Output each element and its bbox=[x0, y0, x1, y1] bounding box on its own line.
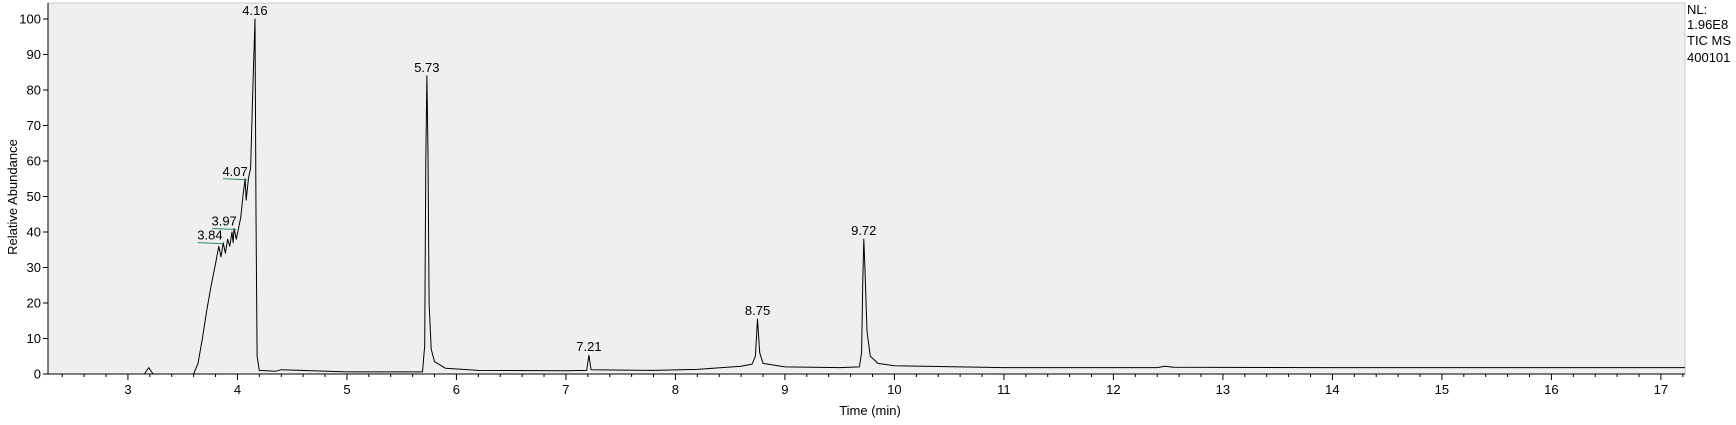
scan-filter-label: TIC MS bbox=[1687, 33, 1732, 48]
x-tick-label: 10 bbox=[887, 382, 901, 397]
x-tick-label: 13 bbox=[1216, 382, 1230, 397]
peak-marker bbox=[212, 227, 237, 230]
peak-label: 3.97 bbox=[211, 213, 236, 228]
peak-marker bbox=[223, 178, 248, 181]
peak-label: 3.84 bbox=[197, 228, 222, 243]
x-tick-label: 4 bbox=[234, 382, 241, 397]
peak-label: 4.07 bbox=[222, 164, 247, 179]
x-tick-label: 11 bbox=[997, 382, 1011, 397]
peak-label: 9.72 bbox=[851, 223, 876, 238]
x-tick-label: 12 bbox=[1106, 382, 1120, 397]
y-tick-label: 10 bbox=[27, 331, 41, 346]
peak-marker bbox=[197, 242, 222, 245]
x-tick-label: 17 bbox=[1654, 382, 1668, 397]
y-tick-label: 100 bbox=[19, 12, 41, 27]
x-tick-label: 7 bbox=[562, 382, 569, 397]
x-axis-label: Time (min) bbox=[839, 403, 901, 418]
x-tick-label: 5 bbox=[343, 382, 350, 397]
y-tick-label: 50 bbox=[27, 189, 41, 204]
x-tick-label: 15 bbox=[1435, 382, 1449, 397]
x-tick-label: 14 bbox=[1325, 382, 1339, 397]
peak-label: 8.75 bbox=[745, 303, 770, 318]
peak-label: 5.73 bbox=[414, 60, 439, 75]
y-tick-label: 40 bbox=[27, 225, 41, 240]
normalization-level-value: 1.96E8 bbox=[1687, 17, 1729, 32]
x-tick-label: 9 bbox=[781, 382, 788, 397]
x-tick-label: 3 bbox=[124, 382, 131, 397]
y-tick-label: 30 bbox=[27, 260, 41, 275]
x-tick-label: 6 bbox=[453, 382, 460, 397]
peak-label: 4.16 bbox=[242, 3, 267, 18]
y-tick-label: 80 bbox=[27, 83, 41, 98]
normalization-level-label: NL: bbox=[1687, 2, 1708, 17]
y-tick-label: 0 bbox=[34, 367, 41, 382]
tic-trace-0 bbox=[48, 18, 1685, 375]
y-tick-label: 70 bbox=[27, 118, 41, 133]
peak-label: 7.21 bbox=[576, 339, 601, 354]
x-tick-label: 8 bbox=[672, 382, 679, 397]
y-tick-label: 90 bbox=[27, 47, 41, 62]
sample-name: 400101 bbox=[1687, 50, 1731, 65]
y-axis-label: Relative Abundance bbox=[5, 139, 20, 255]
x-tick-label: 16 bbox=[1544, 382, 1558, 397]
y-tick-label: 60 bbox=[27, 154, 41, 169]
y-tick-label: 20 bbox=[27, 296, 41, 311]
